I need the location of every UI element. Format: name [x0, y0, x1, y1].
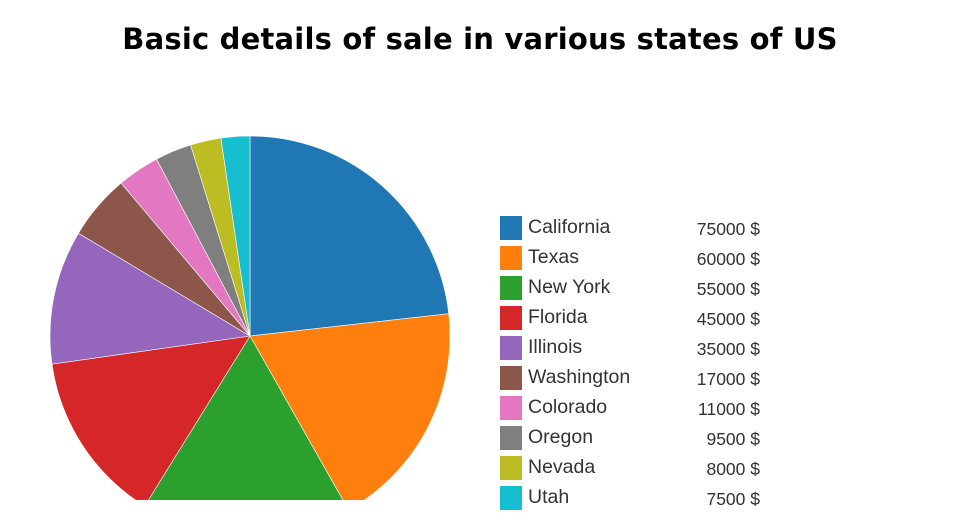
legend-swatch	[500, 456, 522, 480]
legend-label: Florida	[528, 306, 588, 328]
legend-swatch	[500, 306, 522, 330]
pie-slice-florida[interactable]	[51, 335, 251, 500]
legend-label: California	[528, 216, 611, 238]
legend-value: 75000 $	[696, 219, 760, 239]
pie-slice-california[interactable]	[249, 135, 450, 337]
legend-label: Oregon	[528, 426, 594, 448]
legend-item[interactable]: Washington 17000 $	[500, 363, 770, 393]
pie-chart	[49, 135, 451, 500]
legend-item[interactable]: Nevada 8000 $	[500, 453, 770, 483]
pie-slice-illinois[interactable]	[49, 232, 251, 365]
legend-swatch	[500, 396, 522, 420]
legend-label: Utah	[528, 486, 570, 508]
legend-swatch	[500, 336, 522, 360]
legend-label: Illinois	[528, 336, 583, 358]
legend-value: 35000 $	[696, 339, 760, 359]
legend-item[interactable]: Florida 45000 $	[500, 303, 770, 333]
legend-swatch	[500, 426, 522, 450]
legend-label: New York	[528, 276, 611, 298]
pie-slice-utah[interactable]	[220, 135, 251, 337]
legend-value: 60000 $	[696, 249, 760, 269]
legend-item[interactable]: Colorado 11000 $	[500, 393, 770, 423]
legend-item[interactable]: Illinois 35000 $	[500, 333, 770, 363]
legend-swatch	[500, 276, 522, 300]
legend-label: Texas	[528, 246, 579, 268]
legend-item[interactable]: Oregon 9500 $	[500, 423, 770, 453]
legend-value: 55000 $	[696, 279, 760, 299]
legend-value: 17000 $	[696, 369, 760, 389]
legend-item[interactable]: Texas 60000 $	[500, 243, 770, 273]
legend-swatch	[500, 216, 522, 240]
chart-title: Basic details of sale in various states …	[122, 22, 838, 56]
legend-swatch	[500, 366, 522, 390]
pie-slice-texas[interactable]	[249, 313, 451, 500]
legend-item[interactable]: California 75000 $	[500, 213, 770, 243]
legend-label: Colorado	[528, 396, 608, 418]
legend-value: 8000 $	[706, 459, 760, 479]
legend-item[interactable]: New York 55000 $	[500, 273, 770, 303]
pie-slice-new-york[interactable]	[145, 335, 349, 500]
legend-label: Nevada	[528, 456, 596, 478]
legend-value: 11000 $	[698, 399, 760, 419]
legend-value: 45000 $	[696, 309, 760, 329]
legend-item[interactable]: Utah 7500 $	[500, 483, 770, 513]
legend: California 75000 $ Texas 60000 $ New York 550…	[500, 213, 770, 513]
pie-slices	[49, 135, 451, 500]
legend-label: Washington	[528, 366, 631, 388]
legend-value: 9500 $	[706, 429, 760, 449]
legend-swatch	[500, 486, 522, 510]
legend-swatch	[500, 246, 522, 270]
